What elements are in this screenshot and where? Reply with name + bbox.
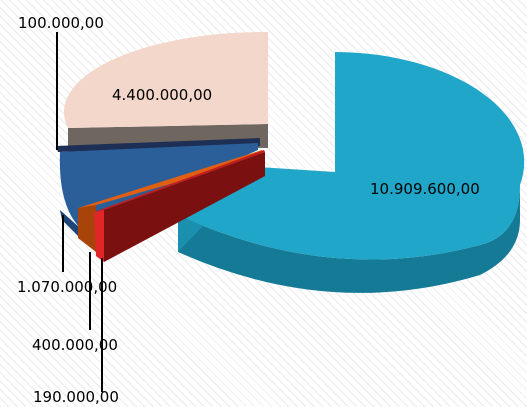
- data-label-400000: 400.000,00: [32, 336, 118, 354]
- slice-teal-top: [178, 52, 525, 260]
- data-label-1070000: 1.070.000,00: [17, 278, 117, 296]
- data-label-10909600: 10.909.600,00: [370, 180, 480, 198]
- slice-orange-side: [78, 205, 96, 252]
- slice-blue-side: [60, 210, 80, 238]
- slice-red-top: [94, 150, 265, 212]
- data-label-100000: 100.000,00: [18, 14, 104, 32]
- data-label-190000: 190.000,00: [33, 388, 119, 406]
- slice-navy: [56, 138, 260, 152]
- slice-beige-top: [63, 31, 268, 128]
- data-label-4400000: 4.400.000,00: [112, 86, 212, 104]
- slice-red-side: [104, 152, 265, 262]
- slice-teal-side: [178, 185, 520, 293]
- slice-red-front: [94, 210, 104, 262]
- slice-orange-top: [78, 150, 262, 208]
